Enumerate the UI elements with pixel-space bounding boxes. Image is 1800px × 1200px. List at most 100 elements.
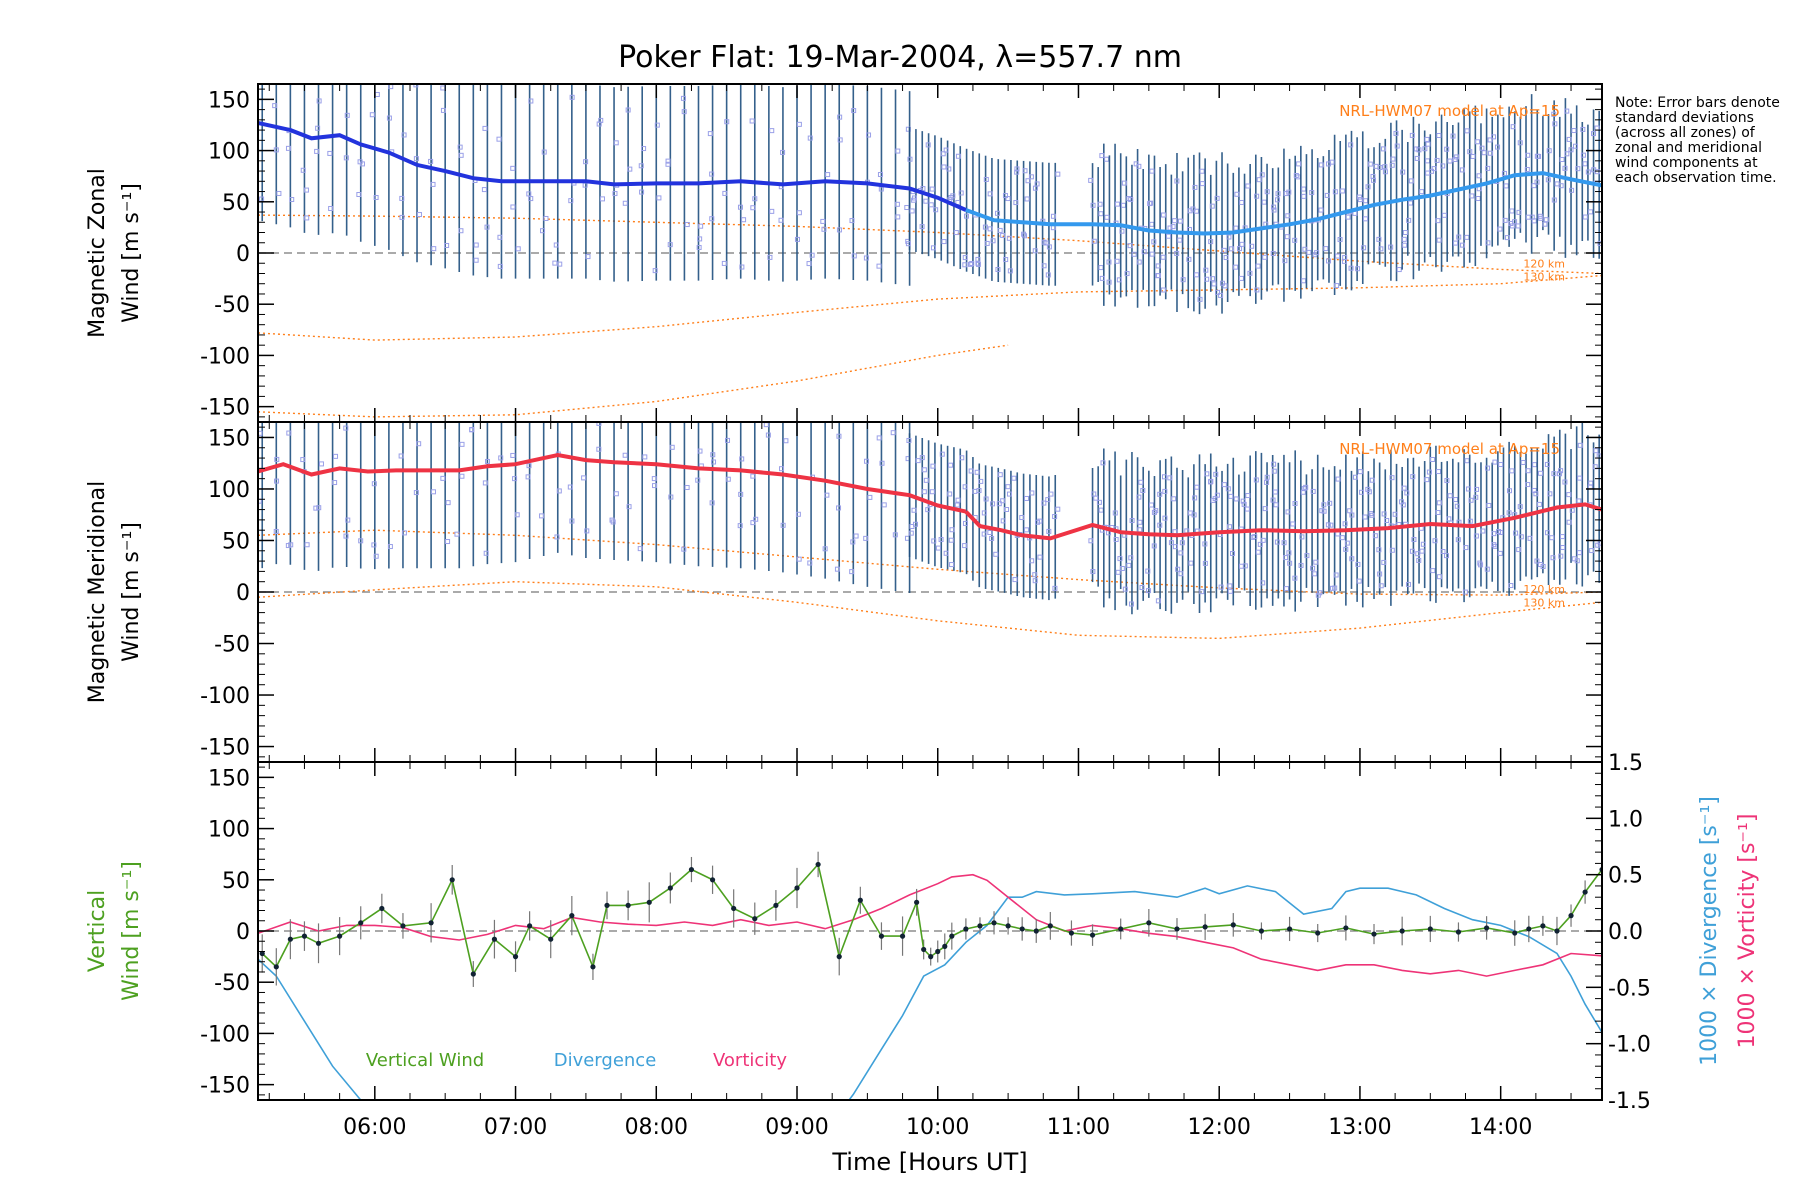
zonal-zone-point — [1003, 257, 1009, 263]
y-tick-label: 0 — [236, 581, 250, 606]
merid-zone-point — [1286, 550, 1292, 556]
merid-zone-point — [1317, 590, 1323, 596]
vertical-wind-point — [1371, 931, 1377, 937]
merid-zone-point — [697, 448, 703, 454]
merid-zone-point — [779, 466, 785, 472]
merid-zone-point — [935, 545, 941, 551]
y-tick-label: -50 — [214, 293, 250, 318]
zonal-zone-point — [314, 148, 320, 154]
merid-zone-point — [669, 417, 673, 421]
merid-zone-point — [1491, 531, 1497, 537]
zonal-zone-point — [982, 224, 988, 230]
zonal-zone-point — [1099, 153, 1105, 159]
merid-zone-point — [906, 437, 912, 443]
merid-zone-point — [1362, 514, 1368, 520]
merid-zone-point — [1178, 550, 1184, 556]
zonal-zone-point — [1302, 246, 1308, 252]
merid-zone-point — [915, 458, 921, 464]
zonal-zone-point — [1476, 173, 1482, 179]
zonal-zone-point — [1424, 136, 1430, 142]
zonal-zone-point — [330, 47, 334, 51]
merid-zone-point — [925, 507, 931, 513]
merid-zone-point — [1175, 566, 1181, 572]
merid-zone-point — [1005, 484, 1011, 490]
vertical-wind-point — [709, 877, 716, 883]
zonal-zone-point — [599, 196, 605, 202]
zonal-zone-point — [1382, 169, 1388, 175]
zonal-zone-point — [696, 244, 702, 250]
zonal-zone-point — [540, 228, 546, 234]
zonal-zone-point — [328, 205, 334, 211]
zonal-zone-point — [1537, 213, 1543, 219]
merid-zone-point — [1045, 497, 1051, 503]
zonal-zone-point — [1323, 246, 1329, 252]
zonal-zone-point — [1534, 179, 1540, 185]
divergence-line — [258, 885, 1602, 1100]
vertical-wind-point — [548, 936, 554, 942]
merid-zone-point — [318, 461, 324, 467]
x-tick-label: 11:00 — [1047, 1115, 1110, 1140]
zonal-zone-point — [543, 215, 549, 221]
merid-zone-point — [1506, 510, 1512, 516]
zonal-zone-point — [1177, 237, 1183, 243]
y-tick-label: 100 — [208, 478, 250, 503]
merid-zone-point — [879, 460, 885, 466]
zonal-zone-point — [909, 208, 915, 214]
merid-zone-point — [709, 500, 715, 506]
merid-zone-point — [1255, 549, 1261, 555]
merid-zone-point — [1405, 581, 1411, 587]
merid-zone-point — [997, 472, 1003, 478]
merid-zone-point — [981, 531, 987, 537]
zonal-zone-point — [933, 207, 939, 213]
merid-zone-point — [345, 517, 351, 523]
vertical-wind-point — [878, 933, 885, 939]
merid-zone-point — [939, 451, 945, 457]
vertical-wind-point — [1455, 929, 1462, 935]
merid-zone-point — [1551, 471, 1557, 477]
merid-zone-point — [1000, 518, 1006, 524]
merid-zone-point — [1462, 589, 1468, 595]
zonal-zone-point — [1447, 158, 1453, 164]
merid-zone-point — [1366, 489, 1372, 495]
merid-zone-point — [373, 553, 379, 559]
merid-zone-point — [1415, 551, 1421, 557]
merid-zone-point — [1098, 507, 1104, 513]
merid-zone-point — [1593, 448, 1599, 454]
zonal-zone-point — [1509, 208, 1515, 214]
merid-zone-point — [1052, 585, 1058, 591]
y-axis-label-line1-1: Magnetic Meridional — [85, 481, 110, 703]
merid-zone-point — [1473, 494, 1479, 500]
vertical-wind-point — [836, 954, 842, 960]
merid-zone-point — [1577, 475, 1583, 481]
zonal-zone-point — [1422, 146, 1428, 152]
zonal-zone-point — [1114, 258, 1120, 264]
merid-zone-point — [1516, 547, 1522, 553]
axes-layer — [257, 83, 1603, 1101]
zonal-zone-point — [778, 217, 784, 223]
vertical-wind-point — [1033, 928, 1039, 934]
merid-zone-point — [738, 491, 744, 497]
zonal-model-alt-130: 130 km — [1523, 271, 1565, 284]
merid-zone-point — [313, 505, 319, 511]
y2-tick-label: 0.0 — [1608, 920, 1643, 945]
zonal-zone-point — [1572, 143, 1578, 149]
zonal-zone-point — [837, 137, 843, 143]
merid-zone-point — [1498, 462, 1504, 468]
merid-zone-point — [668, 494, 674, 500]
zonal-model-label: NRL-HWM07 model at Ap=15 — [1339, 102, 1560, 120]
vertical-wind-point — [1343, 925, 1349, 931]
vertical-wind-point — [590, 964, 596, 970]
zonal-zone-point — [1575, 166, 1581, 172]
merid-zone-point — [1525, 482, 1531, 488]
zonal-zone-point — [569, 94, 575, 100]
merid-zone-point — [921, 467, 927, 473]
merid-zone-point — [1557, 471, 1563, 477]
zonal-zone-point — [373, 195, 379, 201]
merid-zone-point — [695, 477, 701, 483]
zonal-zone-point — [1041, 263, 1047, 269]
vertical-wind-point — [1258, 928, 1265, 934]
zonal-zone-point — [1226, 234, 1232, 240]
chart-title: Poker Flat: 19-Mar-2004, λ=557.7 nm — [618, 40, 1182, 75]
zonal-zone-point — [741, 217, 747, 223]
vertical-wind-point — [1483, 925, 1490, 931]
